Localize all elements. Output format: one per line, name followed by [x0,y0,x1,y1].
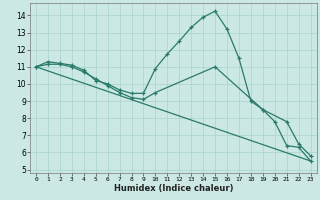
X-axis label: Humidex (Indice chaleur): Humidex (Indice chaleur) [114,184,233,193]
